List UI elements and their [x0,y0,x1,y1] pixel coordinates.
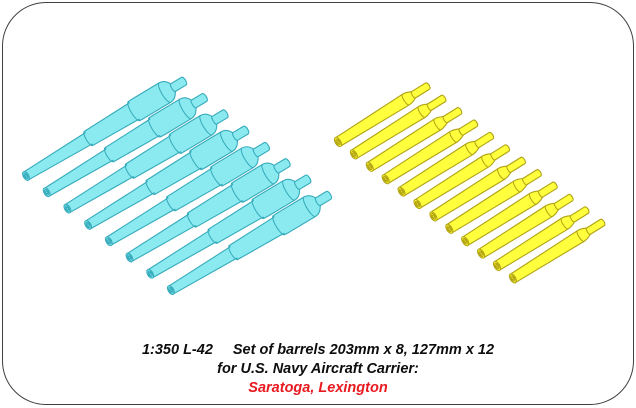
muzzle-bore-ring [351,151,357,158]
barrel-203mm [166,190,333,296]
application-line: for U.S. Navy Aircraft Carrier: [217,360,419,377]
barrel-127mm [397,131,495,197]
scale-and-code: 1:350 L-42 [141,342,213,358]
muzzle-bore-ring [147,270,153,278]
barrel-127mm [429,156,526,222]
muzzle-bore-ring [24,174,28,178]
barrels-203mm-group [22,76,333,296]
barrel-127mm [477,193,574,259]
barrel-203mm [125,158,291,263]
barrel-203mm [146,174,312,279]
muzzle-bore-ring [382,175,389,183]
muzzle-bore-ring [335,138,341,146]
muzzle-bore-ring [65,206,69,211]
muzzle-bore-ring [495,264,499,268]
muzzle-bore-ring [479,251,483,256]
caption-line-1: 1:350 L-42 Set of barrels 203mm x 8, 127m… [0,341,636,360]
muzzle-bore-ring [415,202,420,206]
muzzle-bore-ring [86,223,90,227]
barrel-127mm [365,107,463,172]
barrel-127mm [381,119,479,185]
muzzle-bore-ring [494,262,500,270]
muzzle-bore-ring [148,271,152,276]
muzzle-bore-ring [352,152,356,157]
muzzle-bore-ring [384,177,388,182]
muzzle-bore-ring [414,200,421,208]
muzzle-bore-ring [510,275,516,282]
barrel-127mm [445,169,542,234]
muzzle-bore-ring [368,164,372,169]
muzzle-bore-ring [336,140,340,144]
muzzle-bore-ring [126,254,133,261]
barrel-203mm [104,141,270,247]
barrel-127mm [461,181,558,247]
muzzle-bore-ring [511,276,515,281]
barrel-203mm [84,125,250,230]
muzzle-bore-ring [430,213,437,220]
barrel-203mm [22,76,188,181]
muzzle-bore-ring [431,214,436,219]
muzzle-bore-ring [168,286,174,294]
muzzle-bore-ring [462,237,468,245]
muzzle-bore-ring [463,239,467,244]
muzzle-bore-ring [446,225,453,233]
ship-names: Saratoga, Lexington [248,379,388,396]
muzzle-bore-ring [169,288,173,292]
muzzle-bore-ring [45,190,49,195]
barrel-127mm [333,82,431,148]
barrels-127mm-group [333,82,606,284]
muzzle-bore-ring [367,163,373,171]
muzzle-bore-ring [447,226,451,231]
barrel-127mm [492,206,590,272]
barrel-203mm [63,109,229,214]
barrel-127mm [508,218,606,284]
muzzle-bore-ring [398,188,405,195]
product-caption: 1:350 L-42 Set of barrels 203mm x 8, 127m… [0,341,636,397]
muzzle-bore-ring [107,239,111,244]
muzzle-bore-ring [478,250,484,257]
barrel-203mm [42,93,208,198]
muzzle-bore-ring [127,255,132,260]
barrel-127mm [413,144,511,210]
product-description: Set of barrels 203mm x 8, 127mm x 12 [232,342,495,358]
barrel-127mm [349,94,447,160]
muzzle-bore-ring [399,189,404,194]
